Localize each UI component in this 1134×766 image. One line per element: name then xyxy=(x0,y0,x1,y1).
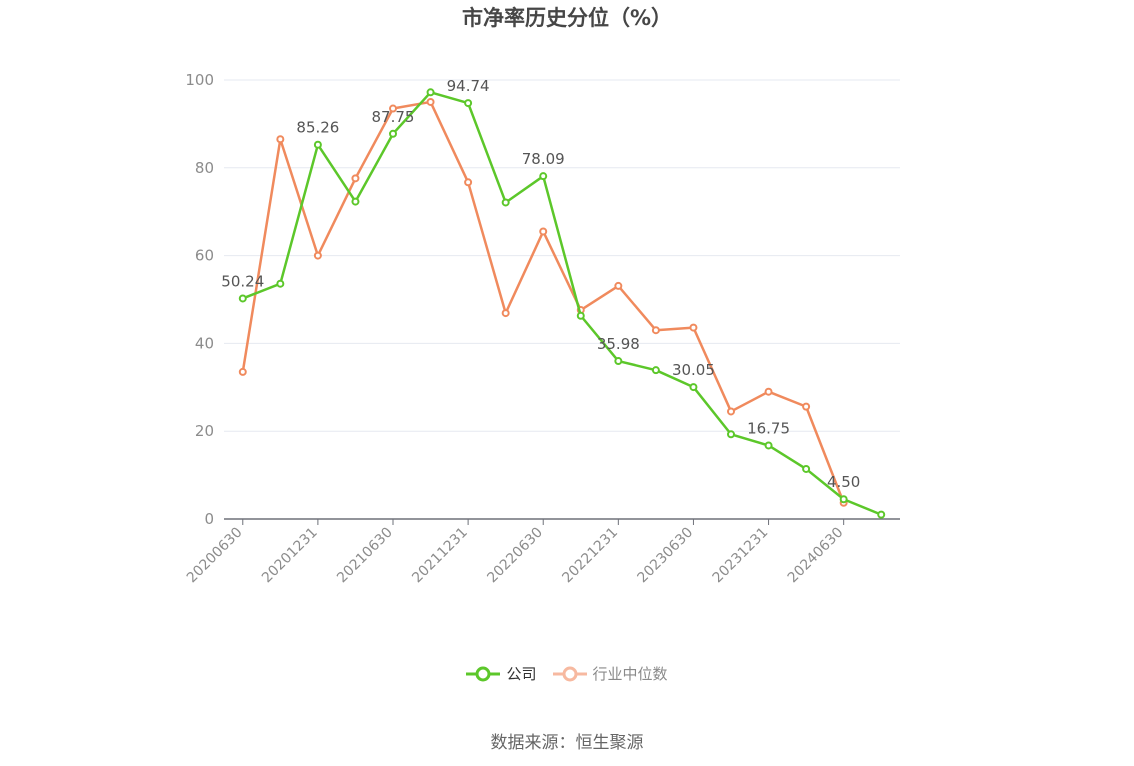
x-tick-label: 20231231 xyxy=(710,525,772,587)
industry-point xyxy=(501,309,510,318)
industry-point xyxy=(727,407,735,416)
company-point xyxy=(276,279,285,288)
x-tick-label: 20201231 xyxy=(259,525,321,587)
y-tick-label: 60 xyxy=(195,247,214,265)
legend-label-company: 公司 xyxy=(506,665,537,683)
x-tick-label: 20221231 xyxy=(559,525,621,587)
x-tick-label: 20211231 xyxy=(409,525,471,587)
industry-point xyxy=(464,178,473,187)
company-point xyxy=(464,99,473,108)
legend-industry-marker-icon xyxy=(552,666,587,681)
company-point xyxy=(501,198,510,207)
y-tick-label: 80 xyxy=(195,159,214,177)
chart-legend: 公司 行业中位数 xyxy=(0,663,1134,684)
legend-company-marker-icon xyxy=(466,666,501,681)
company-point xyxy=(764,441,773,450)
data-label: 94.74 xyxy=(447,77,490,95)
company-point xyxy=(689,383,698,392)
data-label: 16.75 xyxy=(747,419,790,437)
industry-point xyxy=(276,135,285,144)
data-label: 35.98 xyxy=(597,335,640,353)
company-point xyxy=(351,197,360,206)
industry-point xyxy=(614,281,623,290)
company-point xyxy=(614,357,623,366)
legend-item-industry[interactable]: 行业中位数 xyxy=(552,663,668,684)
x-tick-label: 20240630 xyxy=(785,525,847,587)
industry-point xyxy=(539,227,548,236)
company-point xyxy=(238,294,247,303)
industry-point xyxy=(689,323,698,332)
y-tick-label: 0 xyxy=(204,510,214,528)
company-point xyxy=(426,88,435,97)
data-label: 85.26 xyxy=(296,119,339,137)
industry-point xyxy=(764,387,773,396)
company-point xyxy=(651,366,660,375)
data-label: 78.09 xyxy=(522,150,565,168)
y-tick-label: 40 xyxy=(195,334,214,352)
y-tick-label: 100 xyxy=(185,71,214,89)
company-point xyxy=(576,311,585,320)
data-source-note: 数据来源：恒生聚源 xyxy=(490,733,644,753)
data-label: 50.24 xyxy=(221,272,264,290)
company-point xyxy=(839,495,848,504)
company-point xyxy=(539,172,548,181)
legend-item-company[interactable]: 公司 xyxy=(466,663,537,684)
company-point xyxy=(313,140,322,149)
x-tick-label: 20220630 xyxy=(484,525,546,587)
industry-point xyxy=(802,402,811,411)
company-point xyxy=(727,430,735,439)
industry-point xyxy=(351,174,360,183)
industry-point xyxy=(313,251,322,260)
legend-label-industry: 行业中位数 xyxy=(592,665,668,683)
data-label: 30.05 xyxy=(672,361,715,379)
company-point xyxy=(877,510,886,519)
industry-point xyxy=(651,326,660,335)
company-point xyxy=(389,129,397,138)
x-tick-label: 20200630 xyxy=(184,525,246,587)
x-tick-label: 20210630 xyxy=(334,525,396,587)
line-chart: 0 20 40 60 80 100 20200630 20201231 20210630 2021… xyxy=(184,71,900,587)
industry-point xyxy=(389,104,397,113)
data-label: 87.75 xyxy=(372,108,415,126)
company-point xyxy=(802,464,811,473)
x-tick-label: 20230630 xyxy=(635,525,697,587)
chart-title: 市净率历史分位（%） xyxy=(461,6,673,30)
company-series-line xyxy=(242,91,882,516)
industry-point xyxy=(238,367,247,376)
y-tick-label: 20 xyxy=(195,422,214,440)
industry-point xyxy=(426,97,435,106)
data-label: 4.50 xyxy=(827,473,860,491)
